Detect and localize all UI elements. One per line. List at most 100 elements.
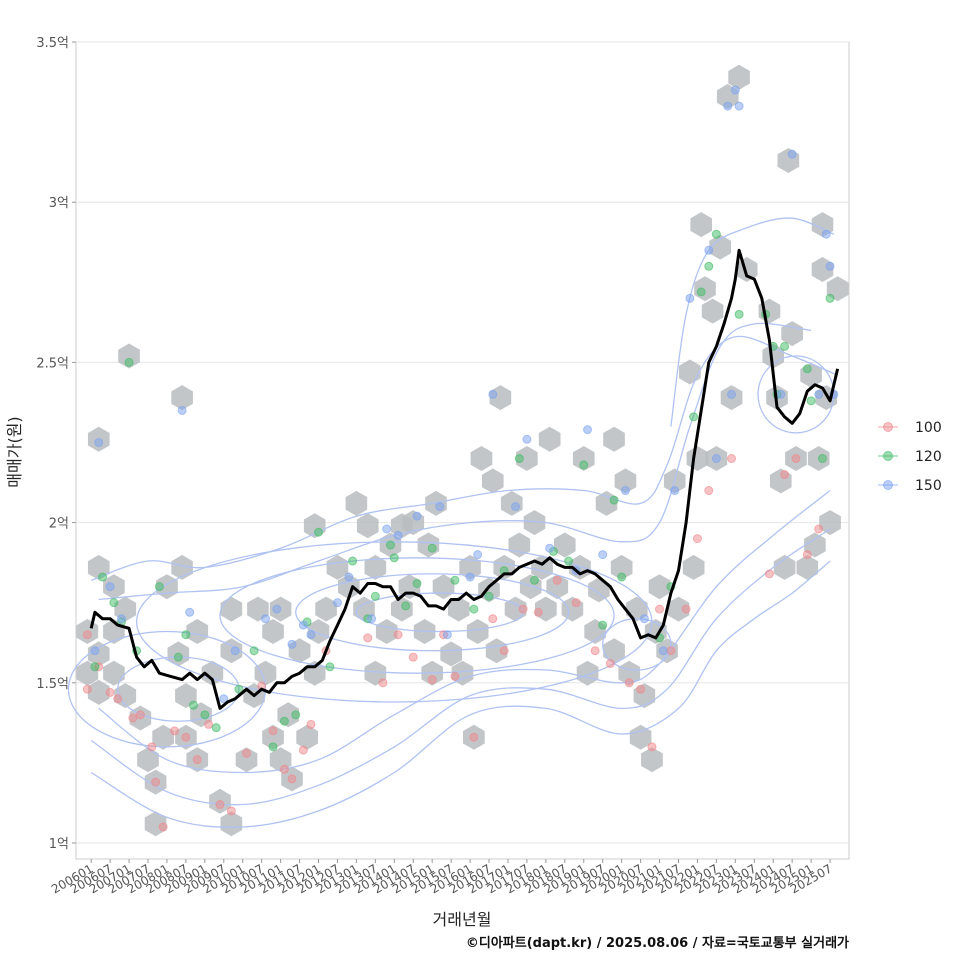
point-100 xyxy=(298,745,308,755)
hexbin-cell xyxy=(254,660,277,686)
point-100 xyxy=(692,534,702,544)
point-100 xyxy=(268,726,278,736)
point-150 xyxy=(260,614,270,624)
hexbin-cell xyxy=(796,554,819,580)
point-120 xyxy=(817,454,827,464)
hexbin-cell xyxy=(781,321,803,347)
hexbin-cell xyxy=(618,660,641,686)
y-tick-label: 1.5억 xyxy=(36,677,69,692)
hexbin-cell xyxy=(603,638,625,664)
legend-label-120: 120 xyxy=(915,449,942,465)
point-150 xyxy=(511,502,521,512)
point-120 xyxy=(109,598,119,608)
density-contour-ring xyxy=(602,618,672,671)
point-100 xyxy=(764,569,774,579)
hexbin-cell xyxy=(538,426,561,452)
point-150 xyxy=(105,582,115,592)
point-100 xyxy=(681,604,691,614)
legend: 100 120 150 xyxy=(878,420,942,494)
point-100 xyxy=(605,659,615,669)
point-120 xyxy=(173,652,183,662)
hexbin-cell xyxy=(103,660,125,686)
point-150 xyxy=(332,598,342,608)
trend-line xyxy=(89,248,840,710)
point-100 xyxy=(363,633,373,643)
point-120 xyxy=(598,620,608,630)
point-100 xyxy=(518,604,528,614)
point-100 xyxy=(655,604,665,614)
point-120 xyxy=(579,460,589,470)
point-150 xyxy=(723,101,733,111)
point-120 xyxy=(825,293,835,303)
hexbin-cell xyxy=(516,446,538,471)
point-150 xyxy=(522,434,532,444)
point-100 xyxy=(279,764,289,774)
hexbin-cell xyxy=(667,596,690,622)
point-100 xyxy=(802,550,812,560)
hexbin-cell xyxy=(554,532,576,558)
hexbin-cell xyxy=(610,554,633,580)
point-150 xyxy=(287,639,297,649)
y-tick-label: 3억 xyxy=(49,196,69,211)
point-100 xyxy=(151,777,161,787)
point-100 xyxy=(704,486,714,496)
point-100 xyxy=(105,687,115,697)
point-100 xyxy=(552,575,562,585)
density-contour-ring xyxy=(219,557,615,674)
point-100 xyxy=(181,732,191,742)
point-150 xyxy=(230,646,240,656)
point-150 xyxy=(488,389,498,399)
hexbin-cell xyxy=(648,574,671,600)
point-100 xyxy=(128,713,138,723)
density-contour xyxy=(90,528,831,806)
hexbin-cell xyxy=(171,385,193,411)
caption: ©디아파트(dapt.kr) / 2025.08.06 / 자료=국토교통부 실… xyxy=(466,935,849,951)
point-100 xyxy=(590,646,600,656)
point-150 xyxy=(393,530,403,540)
density-contour xyxy=(670,217,835,427)
point-150 xyxy=(620,486,630,496)
point-120 xyxy=(469,604,479,614)
point-150 xyxy=(344,572,354,582)
point-100 xyxy=(488,614,498,624)
hexbin-cell xyxy=(220,596,243,622)
point-120 xyxy=(802,364,812,374)
point-150 xyxy=(639,614,649,624)
hexbin-cell xyxy=(326,554,349,580)
density-contour xyxy=(98,489,831,774)
hexbin-cell xyxy=(819,510,841,536)
point-100 xyxy=(82,684,92,694)
point-150 xyxy=(787,149,797,159)
point-150 xyxy=(473,550,483,560)
hexbin-cell xyxy=(137,747,159,773)
point-150 xyxy=(545,543,555,553)
point-150 xyxy=(442,630,452,640)
point-150 xyxy=(711,454,721,464)
point-100 xyxy=(427,675,437,685)
y-axis-title: 매매가(원) xyxy=(5,416,24,487)
point-120 xyxy=(696,287,706,297)
point-120 xyxy=(689,412,699,422)
point-150 xyxy=(94,437,104,447)
y-tick-label: 1억 xyxy=(49,837,69,852)
point-120 xyxy=(211,723,221,733)
point-120 xyxy=(200,710,210,720)
point-100 xyxy=(226,806,236,816)
point-120 xyxy=(188,700,198,710)
hexbin-cell xyxy=(356,513,379,539)
hexbin-cell xyxy=(773,554,796,580)
point-120 xyxy=(386,540,396,550)
hexbin-cell xyxy=(447,596,470,622)
point-150 xyxy=(704,245,714,255)
point-150 xyxy=(776,389,786,399)
density-contour xyxy=(90,560,831,828)
point-100 xyxy=(814,524,824,534)
hexbin-cell xyxy=(186,619,209,644)
point-100 xyxy=(204,719,214,729)
point-150 xyxy=(90,646,100,656)
hexbin-cell xyxy=(262,619,284,644)
hexbin-cell xyxy=(588,577,610,603)
point-120 xyxy=(98,572,108,582)
point-120 xyxy=(401,601,411,611)
